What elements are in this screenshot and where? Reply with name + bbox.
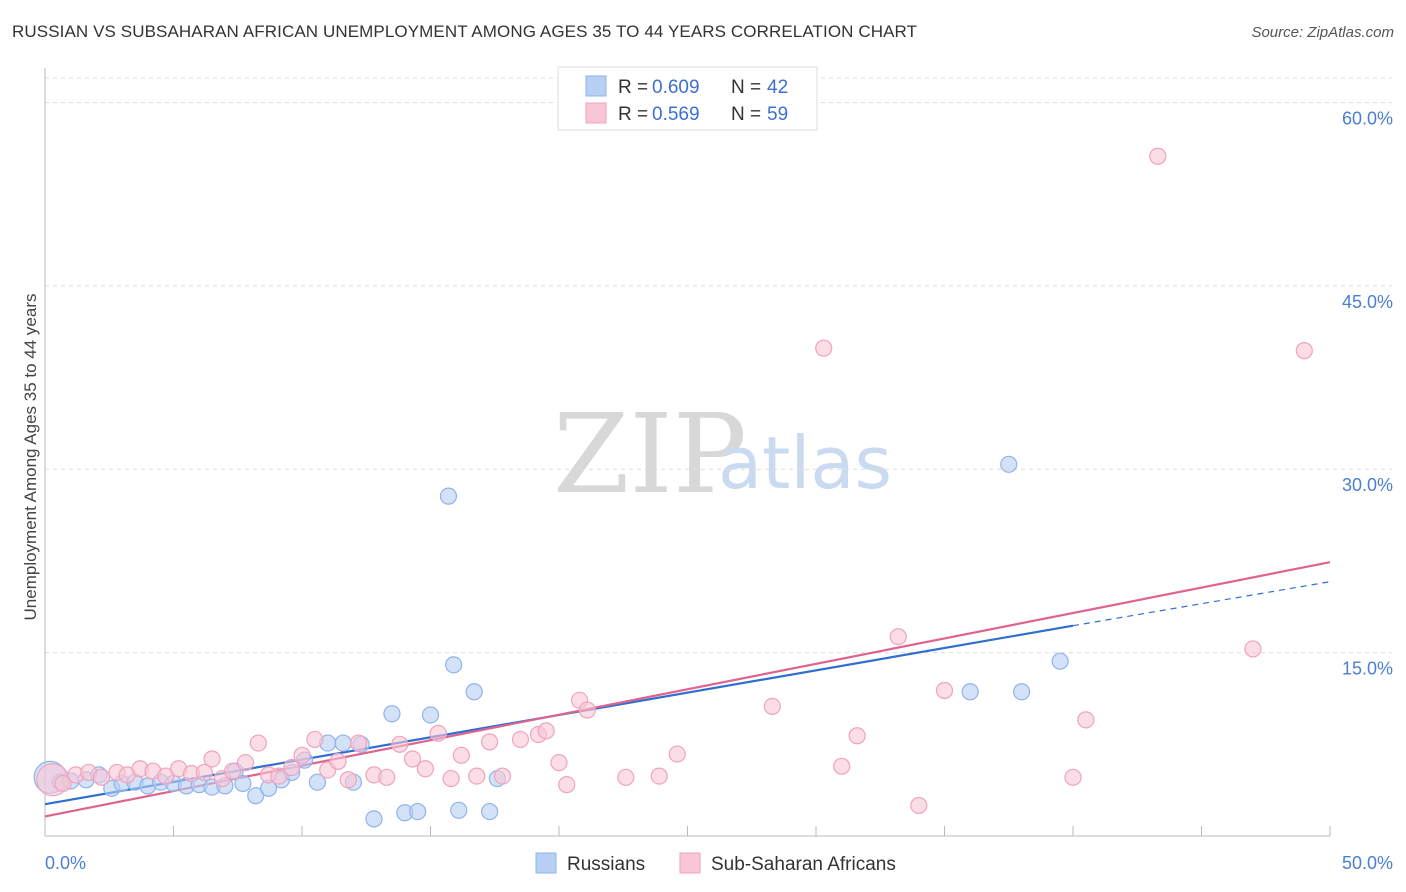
point-subsaharan-4: [92, 768, 111, 786]
point-subsaharan-19: [270, 767, 288, 785]
point-subsaharan-20: [283, 758, 301, 777]
axes: [44, 68, 1331, 837]
point-russians-39: [961, 683, 979, 701]
y-tick-label-3: 60.0%: [1342, 108, 1393, 128]
legend-swatch-russians: [585, 75, 607, 97]
legend-n-label-subsaharan: N =: [731, 104, 761, 125]
point-subsaharan-30: [403, 750, 422, 768]
chart-title: RUSSIAN VS SUBSAHARAN AFRICAN UNEMPLOYME…: [12, 22, 918, 41]
x-tick-label-0: 0.0%: [45, 853, 86, 873]
point-russians-28: [383, 705, 401, 723]
point-russians-30: [409, 802, 427, 821]
x-tick-label-1: 50.0%: [1342, 853, 1393, 873]
x-tick-labels: 0.0% 50.0%: [45, 853, 1393, 873]
point-subsaharan-17: [249, 734, 267, 752]
point-subsaharan-26: [349, 734, 368, 752]
correlation-legend: R = 0.609 N = 42 R = 0.569 N = 59: [557, 66, 818, 131]
point-russians-17: [247, 787, 265, 805]
y-tick-label-2: 45.0%: [1342, 292, 1393, 312]
point-russians-24: [334, 734, 352, 752]
point-subsaharan-25: [339, 771, 357, 789]
point-subsaharan-37: [493, 767, 512, 785]
point-subsaharan-49: [815, 339, 833, 357]
legend-r-value-russians: 0.609: [652, 77, 700, 98]
point-subsaharan-57: [1149, 147, 1167, 165]
bottom-legend-label-russians: Russians: [567, 854, 645, 875]
point-subsaharan-42: [558, 776, 576, 794]
gridlines: [45, 77, 1392, 654]
point-russians-32: [439, 487, 458, 505]
legend-swatch-subsaharan: [585, 102, 607, 124]
point-subsaharan-33: [442, 769, 460, 788]
point-subsaharan-38: [511, 730, 530, 749]
y-tick-label-1: 30.0%: [1342, 475, 1393, 495]
point-subsaharan-56: [1077, 711, 1095, 729]
point-subsaharan-22: [306, 730, 324, 749]
point-subsaharan-50: [833, 757, 851, 775]
legend-r-label-russians: R =: [618, 77, 648, 98]
point-russians-35: [465, 683, 483, 701]
point-subsaharan-46: [650, 767, 668, 785]
legend-r-value-subsaharan: 0.569: [652, 104, 700, 125]
watermark-atlas: atlas: [718, 421, 892, 505]
point-subsaharan-24: [329, 752, 347, 771]
point-russians-38: [1000, 455, 1018, 473]
trendline-subsaharan: [44, 561, 1331, 818]
point-subsaharan-45: [617, 768, 635, 786]
point-subsaharan-34: [452, 746, 470, 764]
source-label: Source: ZipAtlas.com: [1251, 24, 1394, 41]
data-points: [33, 147, 1313, 828]
legend-n-value-russians: 42: [767, 77, 788, 98]
bottom-legend-label-subsaharan: Sub-Saharan Africans: [711, 854, 896, 875]
point-subsaharan-32: [429, 724, 447, 742]
point-russians-16: [234, 774, 252, 793]
point-subsaharan-31: [416, 760, 434, 778]
legend-r-label-subsaharan: R =: [618, 104, 648, 125]
point-subsaharan-58: [1244, 640, 1262, 658]
point-subsaharan-36: [481, 733, 499, 751]
point-russians-31: [421, 706, 440, 724]
point-subsaharan-40: [537, 722, 555, 740]
point-subsaharan-54: [935, 681, 954, 700]
point-russians-27: [365, 810, 383, 828]
bottom-legend-swatch-russians: [535, 852, 557, 874]
point-subsaharan-12: [195, 763, 213, 782]
point-subsaharan-59: [1295, 342, 1313, 360]
point-russians-40: [1012, 683, 1031, 701]
point-subsaharan-21: [293, 746, 311, 764]
point-subsaharan-35: [468, 767, 486, 785]
point-subsaharan-53: [910, 796, 928, 815]
point-subsaharan-16: [236, 754, 255, 772]
point-subsaharan-1: [54, 774, 72, 793]
point-subsaharan-44: [578, 701, 596, 719]
point-subsaharan-13: [203, 750, 221, 768]
watermark-zip: ZIP: [553, 390, 747, 518]
legend-n-value-subsaharan: 59: [767, 104, 788, 125]
point-russians-22: [308, 773, 327, 791]
point-russians-36: [481, 802, 499, 821]
point-russians-33: [445, 656, 463, 674]
point-russians-41: [1051, 652, 1069, 670]
y-tick-labels: 15.0% 30.0% 45.0% 60.0%: [1342, 108, 1393, 678]
bottom-legend-swatch-subsaharan: [679, 852, 701, 874]
point-subsaharan-28: [378, 768, 396, 786]
point-subsaharan-9: [157, 767, 175, 785]
point-subsaharan-47: [668, 745, 686, 763]
y-tick-label-0: 15.0%: [1342, 659, 1393, 679]
point-subsaharan-48: [763, 697, 781, 716]
point-subsaharan-51: [848, 727, 866, 745]
point-subsaharan-52: [889, 628, 907, 646]
point-subsaharan-15: [224, 762, 242, 780]
point-subsaharan-29: [391, 735, 409, 753]
point-russians-34: [450, 801, 468, 819]
y-axis-label: Unemployment Among Ages 35 to 44 years: [21, 294, 40, 621]
legend-n-label-russians: N =: [731, 77, 761, 98]
point-subsaharan-55: [1064, 768, 1082, 786]
series-legend: Russians Sub-Saharan Africans: [535, 852, 896, 875]
point-subsaharan-41: [550, 754, 568, 772]
